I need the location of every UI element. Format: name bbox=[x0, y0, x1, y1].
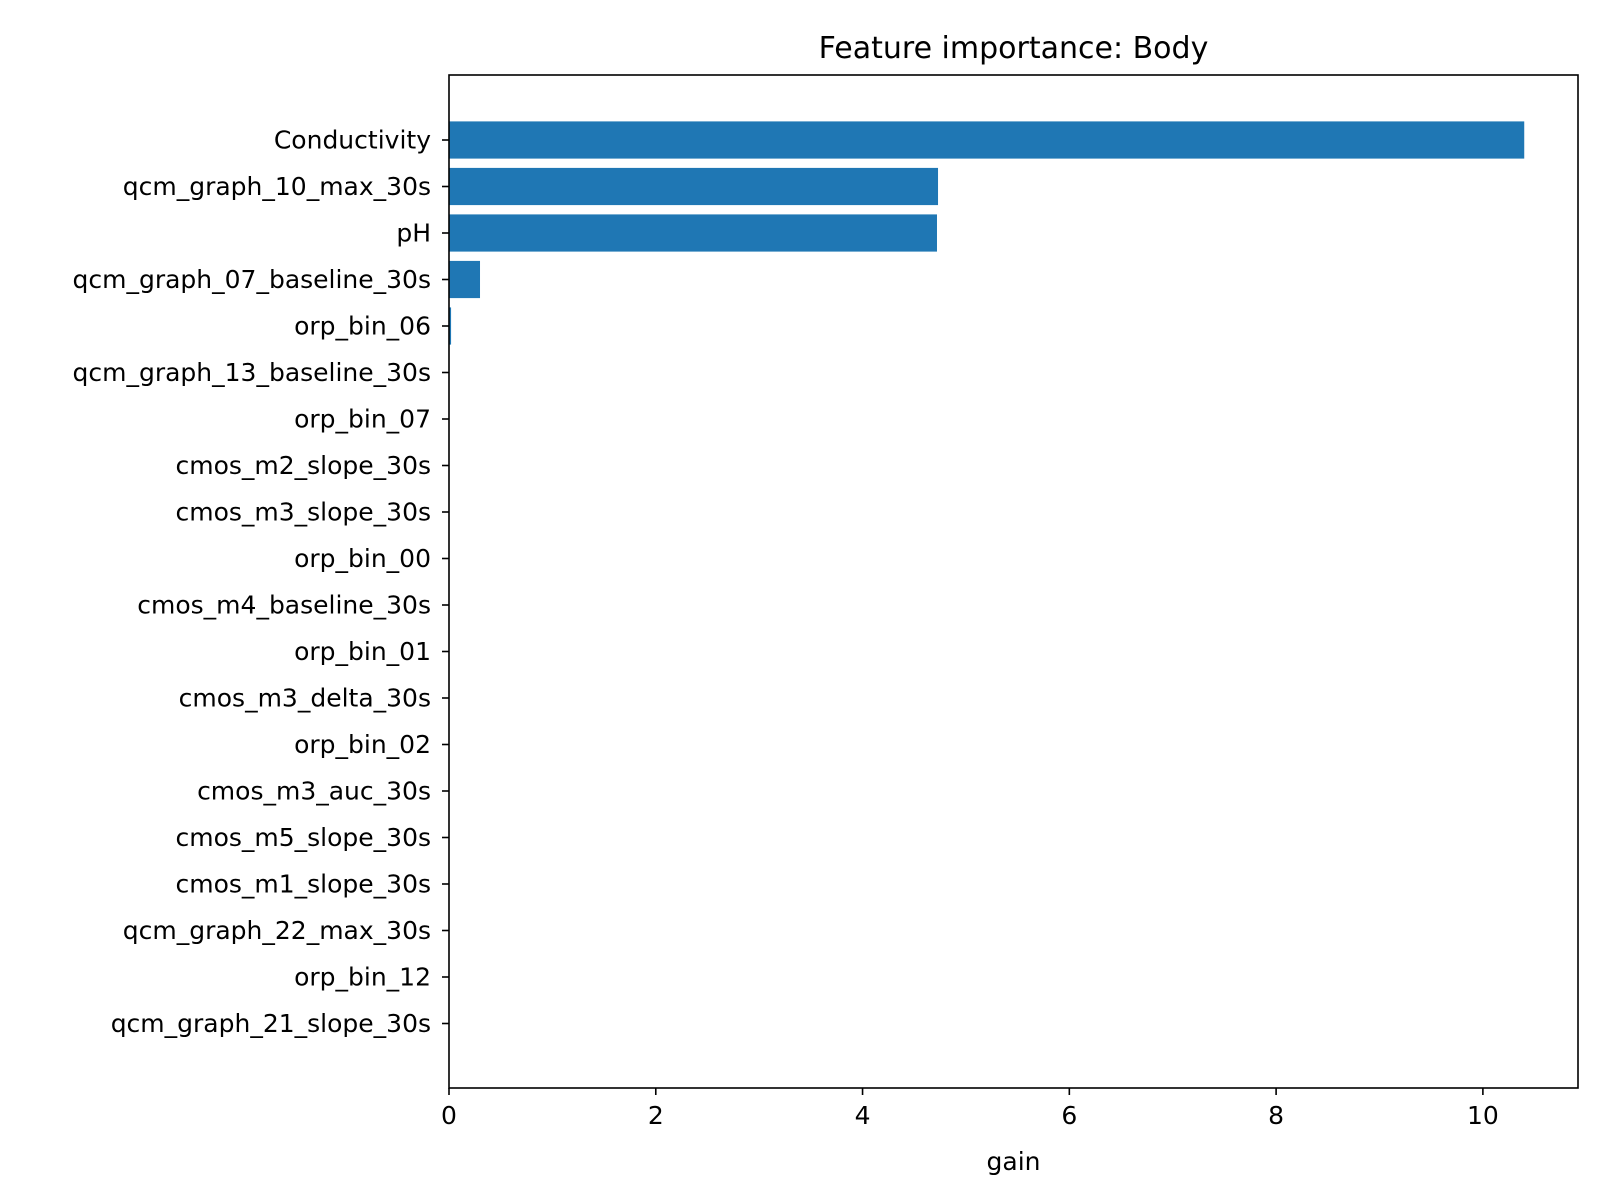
y-tick-label: pH bbox=[396, 219, 431, 248]
chart-title: Feature importance: Body bbox=[819, 31, 1209, 66]
y-tick-label: qcm_graph_13_baseline_30s bbox=[72, 358, 431, 387]
y-tick-label: orp_bin_00 bbox=[294, 544, 431, 573]
x-tick-label: 2 bbox=[648, 1101, 664, 1130]
y-tick-label: cmos_m3_delta_30s bbox=[179, 684, 431, 713]
y-tick-label: orp_bin_01 bbox=[294, 637, 431, 666]
bar-qcm-graph-10-max-30s bbox=[449, 167, 939, 206]
bar-orp-bin-06 bbox=[449, 307, 452, 345]
x-tick-label: 6 bbox=[1061, 1101, 1077, 1130]
y-tick-label: cmos_m4_baseline_30s bbox=[137, 591, 431, 620]
bars-group bbox=[449, 121, 1525, 345]
y-tick-label: qcm_graph_10_max_30s bbox=[123, 172, 431, 201]
y-tick-label: cmos_m1_slope_30s bbox=[175, 870, 431, 899]
y-tick-label: orp_bin_07 bbox=[294, 405, 431, 434]
bar-qcm-graph-07-baseline-30s bbox=[449, 260, 481, 299]
y-tick-label: qcm_graph_07_baseline_30s bbox=[72, 265, 431, 294]
x-tick-label: 10 bbox=[1467, 1101, 1499, 1130]
y-tick-label: cmos_m5_slope_30s bbox=[175, 823, 431, 852]
x-tick-label: 0 bbox=[441, 1101, 457, 1130]
x-tick-label: 4 bbox=[855, 1101, 871, 1130]
x-tick-label: 8 bbox=[1268, 1101, 1284, 1130]
x-axis: 0 2 4 6 8 10 bbox=[441, 1088, 1499, 1130]
y-tick-label: cmos_m2_slope_30s bbox=[175, 451, 431, 480]
y-tick-label: orp_bin_02 bbox=[294, 730, 431, 759]
plot-frame bbox=[448, 74, 1579, 1089]
y-tick-label: qcm_graph_21_slope_30s bbox=[111, 1009, 431, 1038]
bar-ph bbox=[449, 214, 937, 252]
y-tick-label: Conductivity bbox=[274, 126, 431, 155]
y-tick-label: cmos_m3_slope_30s bbox=[175, 498, 431, 527]
bar-conductivity bbox=[449, 121, 1525, 159]
x-axis-label: gain bbox=[987, 1147, 1041, 1176]
y-tick-label: cmos_m3_auc_30s bbox=[197, 777, 431, 806]
y-tick-label: qcm_graph_22_max_30s bbox=[123, 916, 431, 945]
y-tick-label: orp_bin_12 bbox=[294, 963, 431, 992]
y-axis: Conductivity qcm_graph_10_max_30s pH qcm_gr… bbox=[72, 126, 449, 1038]
y-tick-label: orp_bin_06 bbox=[294, 312, 431, 341]
